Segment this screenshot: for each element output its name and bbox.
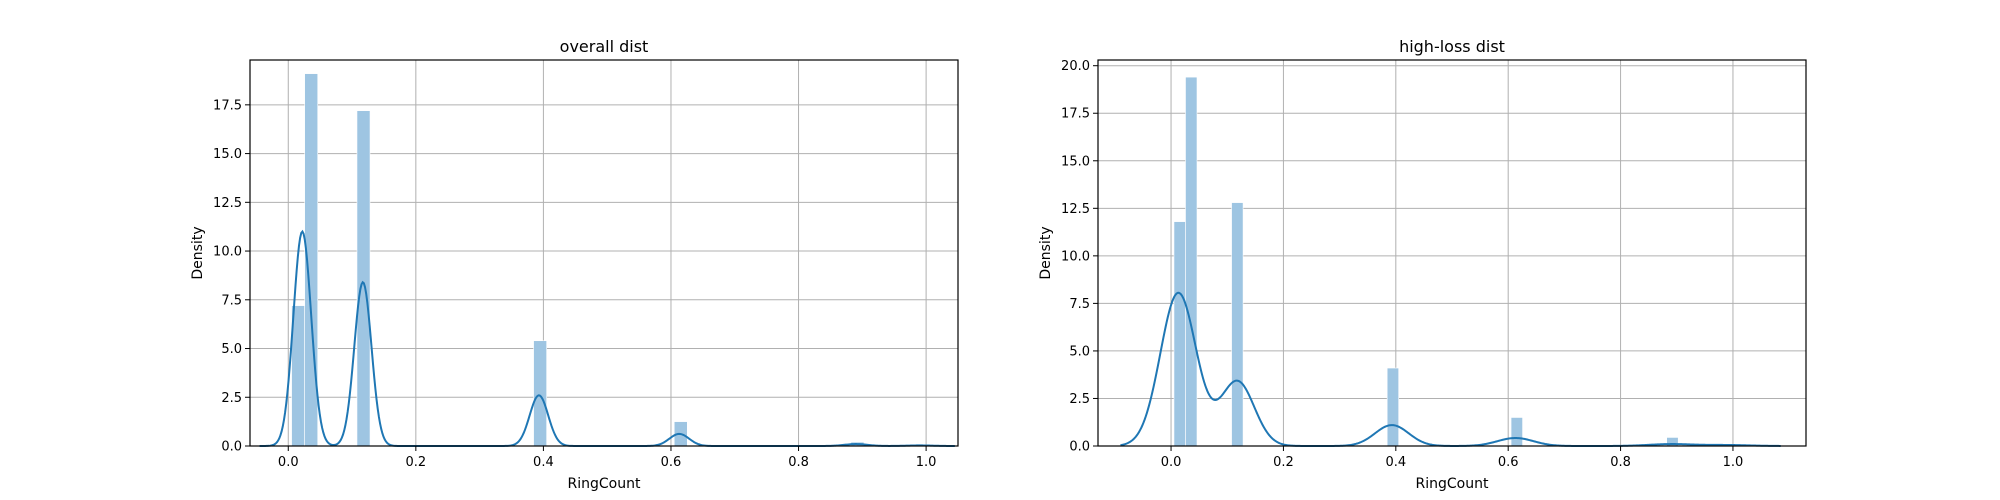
x-tick-label: 0.6: [1498, 455, 1519, 470]
y-tick-label: 12.5: [1061, 202, 1090, 217]
x-tick-label: 0.2: [405, 455, 426, 470]
y-tick-label: 17.5: [213, 98, 242, 113]
y-tick-label: 15.0: [1061, 154, 1090, 169]
y-tick-label: 10.0: [213, 245, 242, 260]
overall-dist-panel: 0.0 0.2 0.4 0.6 0.8 1.0 0.0 2.5 5.0 7.5 10.0 12.5 1…: [190, 37, 959, 492]
x-axis-ticks: 0.0 0.2 0.4 0.6 0.8 1.0: [278, 446, 937, 470]
y-axis-ticks: 0.0 2.5 5.0 7.5 10.0 12.5 15.0 17.5: [213, 98, 250, 455]
y-tick-label: 2.5: [221, 391, 242, 406]
y-tick-label: 17.5: [1061, 107, 1090, 122]
y-tick-label: 20.0: [1061, 59, 1090, 74]
chart-title: overall dist: [560, 37, 649, 56]
y-tick-label: 10.0: [1061, 249, 1090, 264]
y-tick-label: 5.0: [221, 342, 242, 357]
y-axis-label: Density: [1038, 226, 1054, 279]
chart-title: high-loss dist: [1399, 37, 1505, 56]
histogram-bar: [1173, 221, 1186, 447]
x-tick-label: 0.0: [1161, 455, 1182, 470]
x-tick-label: 0.6: [661, 455, 682, 470]
x-tick-label: 1.0: [916, 455, 937, 470]
high-loss-dist-panel: 0.0 0.2 0.4 0.6 0.8 1.0 0.0 2.5 5.0 7.5 10.0 12.5 1…: [1038, 37, 1807, 492]
histogram-bar: [356, 110, 371, 447]
y-tick-label: 0.0: [221, 440, 242, 455]
x-axis-label: RingCount: [1416, 476, 1489, 492]
x-axis-label: RingCount: [568, 476, 641, 492]
histogram-bar: [1185, 76, 1198, 447]
histogram-bar: [1510, 417, 1523, 447]
y-tick-label: 5.0: [1069, 344, 1090, 359]
histogram-bar: [1231, 202, 1244, 447]
x-tick-label: 0.8: [788, 455, 809, 470]
y-tick-label: 2.5: [1069, 392, 1090, 407]
histogram-bar: [533, 340, 547, 447]
y-tick-label: 0.0: [1069, 440, 1090, 455]
x-tick-label: 0.8: [1610, 455, 1631, 470]
x-tick-label: 0.4: [533, 455, 554, 470]
y-tick-label: 7.5: [221, 293, 242, 308]
x-axis-ticks: 0.0 0.2 0.4 0.6 0.8 1.0: [1161, 446, 1744, 470]
axes-frame: [1097, 59, 1807, 447]
axes-frame: [249, 59, 959, 447]
x-tick-label: 1.0: [1723, 455, 1744, 470]
y-tick-label: 12.5: [213, 196, 242, 211]
x-tick-label: 0.2: [1273, 455, 1294, 470]
y-axis-label: Density: [190, 226, 206, 279]
y-tick-label: 7.5: [1069, 297, 1090, 312]
histogram-bar: [1386, 367, 1399, 447]
x-tick-label: 0.4: [1385, 455, 1406, 470]
y-axis-ticks: 0.0 2.5 5.0 7.5 10.0 12.5 15.0 17.5 20.0: [1061, 59, 1098, 455]
gridlines: [1098, 60, 1806, 447]
y-tick-label: 15.0: [213, 147, 242, 162]
x-tick-label: 0.0: [278, 455, 299, 470]
